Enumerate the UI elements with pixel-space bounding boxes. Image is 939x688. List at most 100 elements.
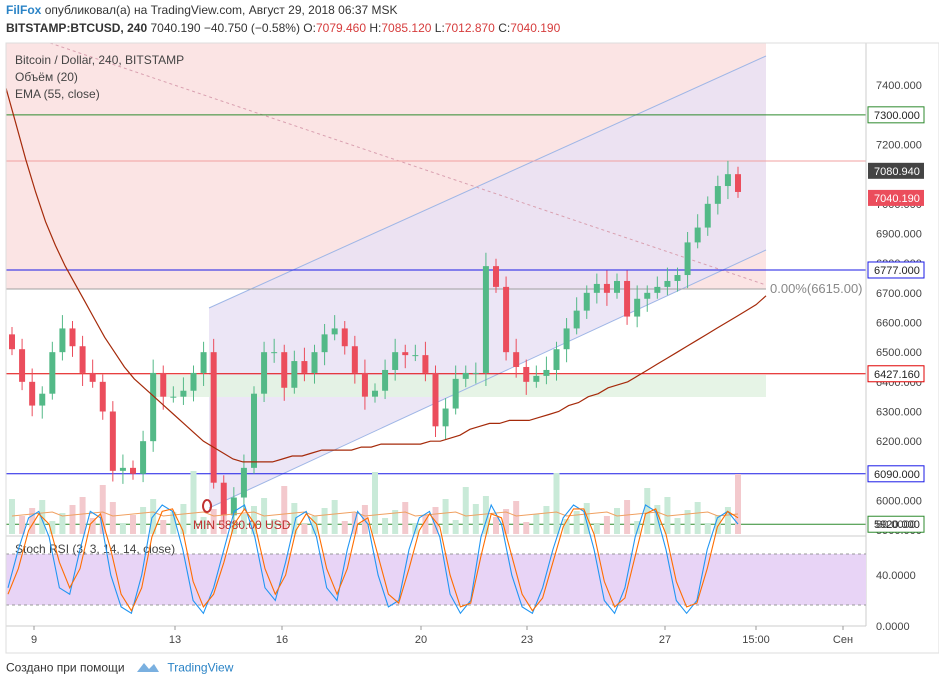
price-tag-label: 7040.190	[874, 193, 920, 205]
price-tag	[868, 162, 924, 179]
volume-bar	[462, 487, 469, 534]
candle-body	[39, 393, 46, 406]
last-price: 7040.190	[150, 21, 201, 35]
candle-body	[89, 372, 96, 382]
candle-body	[160, 372, 167, 397]
candle-body	[704, 203, 711, 228]
candle-body	[543, 369, 550, 376]
volume-bar	[271, 519, 278, 534]
candle-body	[452, 378, 459, 409]
volume-bar	[614, 508, 620, 534]
candle-body	[714, 186, 721, 204]
volume-bar	[523, 522, 530, 534]
volume-bar	[99, 485, 106, 534]
candle-body	[654, 286, 661, 293]
candle-body	[412, 355, 419, 357]
volume-bar	[442, 499, 449, 534]
close-value: 7040.190	[510, 21, 561, 35]
candle-body	[311, 352, 318, 373]
volume-bar	[281, 486, 288, 534]
candle-body	[200, 352, 207, 373]
volume-bar	[553, 473, 560, 534]
stoch-tick-label: 0.0000	[876, 621, 910, 633]
volume-bar	[311, 516, 318, 534]
volume-bar	[291, 503, 298, 534]
volume-bar	[382, 518, 389, 534]
candle-body	[341, 328, 348, 347]
stoch-line	[7, 503, 739, 615]
volume-bar	[301, 524, 308, 534]
time-tick-label: 9	[31, 634, 37, 646]
candle-body	[119, 467, 126, 471]
volume-bar	[160, 520, 167, 534]
legend-title: Bitcoin / Dollar, 240, BITSTAMP	[15, 53, 184, 67]
time-tick-label: 20	[415, 634, 427, 646]
price-tag-label: 7080.940	[874, 166, 920, 178]
time-ticks[interactable]: 9 13 16 20 23 27 15:00 Сен	[31, 626, 853, 646]
candle-body	[361, 372, 368, 397]
time-tick-label: 23	[521, 634, 533, 646]
candle-body	[240, 467, 247, 498]
candle-body	[624, 280, 631, 317]
candle-body	[130, 467, 136, 474]
volume-bar	[735, 474, 741, 534]
min-marker	[202, 499, 213, 513]
channel-top-line	[208, 55, 767, 309]
min-label: MIN 5880.00 USD	[193, 518, 291, 532]
candle-body	[59, 328, 66, 353]
tradingview-link[interactable]: TradingView	[167, 660, 234, 675]
price-tick-label: 6900.000	[876, 228, 922, 240]
volume-bar	[634, 521, 641, 534]
volume-bar	[482, 496, 489, 534]
volume-bar	[140, 507, 147, 534]
volume-bar	[210, 509, 217, 534]
level-tag-label: 6777.000	[874, 265, 920, 277]
author-name[interactable]: FilFox	[6, 3, 42, 17]
candle-body	[422, 355, 429, 373]
candle-body	[493, 266, 499, 287]
time-tick-label: Сен	[833, 634, 853, 646]
price-tick-label: 6000.000	[876, 496, 922, 508]
ohlc-line: BITSTAMP:BTCUSD, 240 7040.190 −40.750 (−…	[6, 21, 560, 35]
candle-body	[19, 349, 26, 382]
stoch-band	[6, 554, 866, 605]
price-tick-label: 7400.000	[876, 80, 922, 92]
volume-bar	[130, 515, 136, 534]
open-label: O:	[303, 21, 316, 35]
volume-ma-line	[11, 511, 739, 517]
volume-bar	[704, 523, 711, 534]
candle-body	[503, 286, 510, 353]
low-value: 7012.870	[444, 21, 495, 35]
candle-body	[190, 372, 197, 391]
published-text: опубликовал(а) на TradingView.com, Авгус…	[44, 3, 398, 17]
tradingview-logo-icon[interactable]	[136, 660, 160, 677]
time-tick-label: 15:00	[742, 634, 770, 646]
volume-bar	[694, 502, 701, 534]
high-value: 7085.120	[381, 21, 432, 35]
candle-body	[664, 280, 671, 287]
candle-body	[382, 369, 389, 391]
candle-body	[180, 390, 187, 397]
volume-bar	[563, 519, 570, 534]
volume-bar	[714, 515, 721, 534]
candle-body	[271, 352, 278, 354]
candle-body	[563, 328, 570, 350]
candle-body	[694, 227, 701, 243]
candle-body	[301, 361, 308, 373]
candle-body	[684, 242, 691, 276]
candle-body	[402, 352, 409, 356]
candle-body	[281, 352, 288, 388]
volume-bar	[644, 488, 651, 534]
price-tick-label: 6200.000	[876, 436, 922, 448]
price-axis[interactable]	[866, 43, 939, 626]
volume-bar	[331, 500, 338, 534]
candle-body	[553, 349, 560, 370]
stoch-title: Stoch RSI (3, 3, 14, 14, close)	[15, 542, 175, 556]
candle-body	[9, 334, 15, 350]
price-change: −40.750 (−0.58%)	[203, 21, 300, 35]
volume-bar	[200, 517, 207, 534]
volume-bar	[190, 471, 197, 534]
stoch-line	[7, 507, 739, 612]
candle-body	[251, 393, 257, 468]
